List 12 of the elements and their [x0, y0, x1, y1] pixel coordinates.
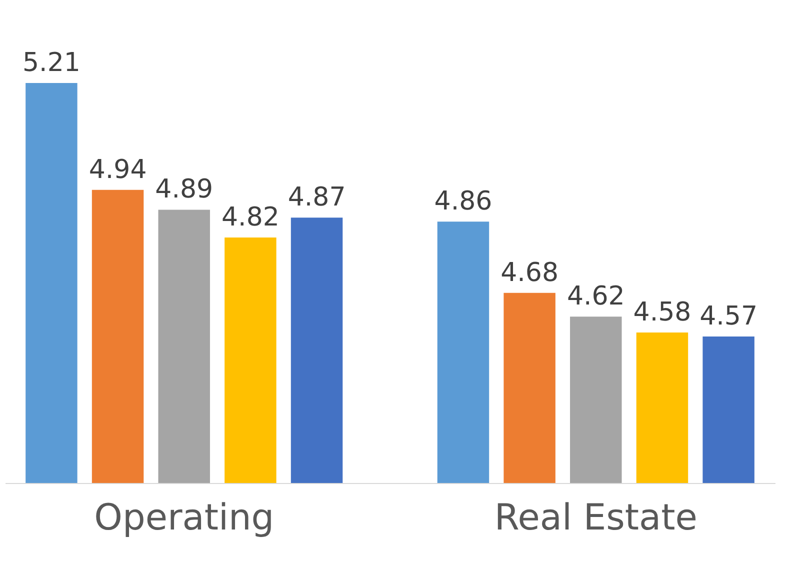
data-label: 4.58	[633, 298, 692, 328]
data-label: 4.82	[222, 202, 280, 232]
data-label: 4.89	[155, 174, 214, 205]
data-label: 4.94	[88, 154, 147, 185]
data-label: 4.68	[500, 258, 558, 288]
data-label: 4.57	[700, 301, 758, 332]
data-label: 4.86	[434, 186, 492, 217]
x-tick-label: Real Estate	[494, 498, 698, 538]
data-label: 5.21	[22, 48, 80, 78]
data-label: 4.87	[288, 182, 346, 213]
x-tick-label: Operating	[94, 498, 274, 538]
data-label: 4.62	[566, 282, 625, 312]
